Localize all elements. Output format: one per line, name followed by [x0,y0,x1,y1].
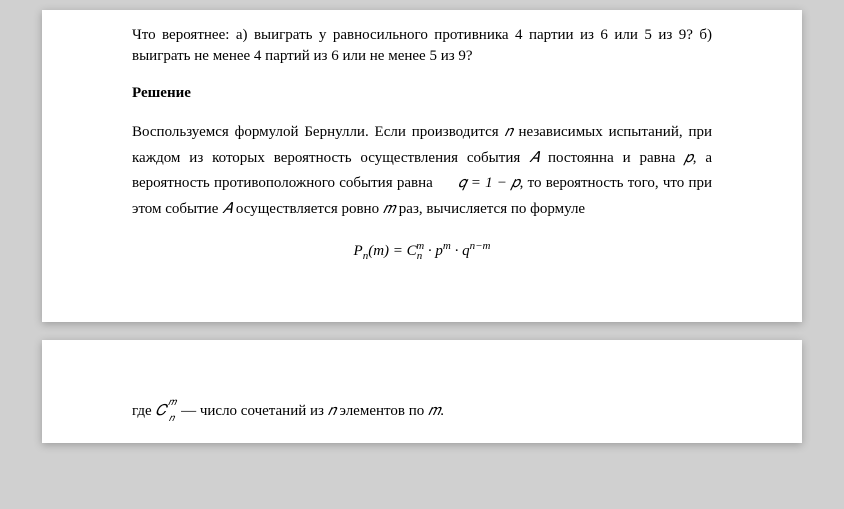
variable-p: 𝑝 [684,150,692,166]
variable-a: 𝐴 [222,201,232,217]
problem-statement: Что вероятнее: а) выиграть у равносильно… [132,25,712,67]
document-page-2: где 𝐶𝑚𝑛 — число сочетаний из 𝑛 элементов… [42,340,802,443]
expression-q: 𝑞 = 1 − 𝑝 [458,175,519,191]
combination-superscript: 𝑚 [168,395,176,410]
bernoulli-formula: Pn(m) = Cnm · pm · qn−m [132,240,712,262]
variable-m: 𝑚 [383,201,395,217]
combination-note: где 𝐶𝑚𝑛 — число сочетаний из 𝑛 элементов… [132,400,712,423]
combination-symbol: 𝐶𝑚𝑛 [155,400,166,423]
formula-q: q [462,243,470,259]
text-fragment: Воспользуемся формулой Бернулли. Если пр… [132,124,505,140]
solution-heading: Решение [132,85,712,102]
formula-equals: = [389,243,407,259]
text-fragment: — число сочетаний из [177,403,327,419]
text-fragment: раз, вычисляется по формуле [395,201,585,217]
formula-P: P [354,243,363,259]
text-fragment: постоянна и равна [539,150,684,166]
variable-n: 𝑛 [505,124,513,140]
text-fragment: элементов по [336,403,428,419]
variable-m: 𝑚 [428,403,440,419]
combination-subscript: 𝑛 [169,411,174,426]
formula-C-superscript: m [416,240,424,252]
document-page-1: Что вероятнее: а) выиграть у равносильно… [42,10,802,322]
formula-p: p [435,243,443,259]
formula-dot: · [451,243,462,259]
formula-p-superscript: m [443,240,451,252]
variable-a: 𝐴 [529,150,539,166]
formula-arg-m: m [373,243,384,259]
text-fragment: осуществляется ровно [232,201,383,217]
text-fragment: . [440,403,444,419]
formula-q-superscript: n−m [470,240,491,252]
formula-dot: · [424,243,435,259]
solution-explanation: Воспользуемся формулой Бернулли. Если пр… [132,120,712,222]
text-fragment: где [132,403,155,419]
combination-C: 𝐶 [155,403,166,419]
variable-n: 𝑛 [328,403,336,419]
